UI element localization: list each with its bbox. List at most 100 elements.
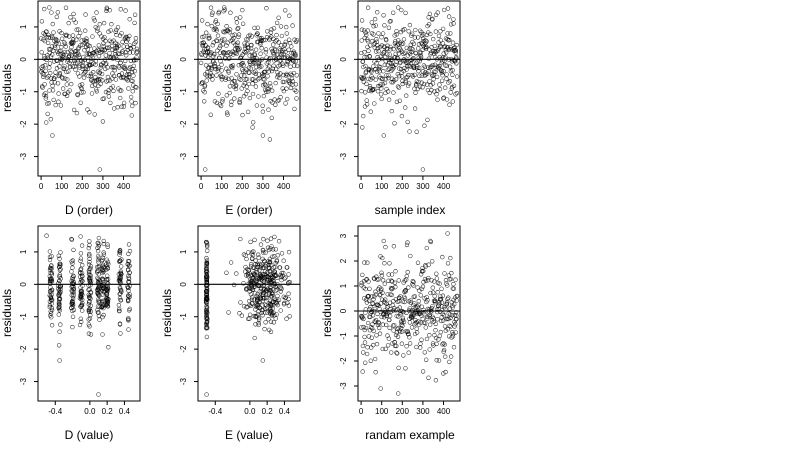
data-point [366, 279, 371, 284]
data-point [58, 289, 63, 294]
data-point [400, 41, 406, 46]
data-point [69, 237, 75, 242]
data-point [447, 37, 452, 43]
data-point [204, 30, 209, 35]
data-point [117, 321, 123, 326]
data-point [293, 52, 298, 57]
data-point [427, 47, 432, 52]
data-point [425, 298, 430, 303]
data-point [88, 309, 94, 314]
data-point [125, 44, 130, 50]
data-point [403, 10, 408, 16]
data-point [257, 63, 262, 68]
data-point [83, 69, 88, 74]
data-point [56, 99, 61, 104]
data-point [208, 5, 214, 10]
data-point [452, 319, 457, 325]
data-point [234, 20, 240, 25]
data-point [407, 129, 412, 134]
data-point [266, 107, 271, 112]
data-point [90, 56, 96, 61]
data-point [48, 276, 53, 282]
data-point [252, 272, 257, 277]
data-point [55, 10, 60, 15]
data-point [204, 319, 210, 324]
data-points [203, 234, 292, 397]
data-point [451, 345, 457, 350]
data-point [57, 278, 62, 283]
data-point [372, 306, 378, 312]
data-point [104, 257, 109, 262]
data-point [451, 83, 457, 88]
data-point [363, 90, 368, 95]
y-tick-label: -2 [339, 120, 348, 128]
data-point [284, 31, 289, 36]
data-point [366, 48, 371, 53]
data-point [95, 248, 101, 254]
data-point [118, 258, 123, 263]
data-point [387, 325, 392, 331]
data-point [59, 36, 65, 41]
data-point [271, 320, 276, 325]
data-point [264, 35, 270, 40]
data-point [87, 256, 92, 261]
data-point [57, 64, 62, 69]
data-point [385, 305, 390, 310]
data-point [252, 52, 258, 57]
x-tick-label: 100 [375, 407, 389, 416]
data-point [254, 103, 260, 108]
data-point [260, 103, 265, 108]
data-point [441, 347, 447, 353]
ylabel-d-order: residuals [0, 64, 14, 112]
data-point [70, 33, 76, 38]
data-point [423, 320, 428, 326]
data-point [87, 43, 93, 49]
data-point [430, 16, 435, 21]
data-point [444, 50, 449, 55]
data-point [419, 33, 425, 38]
data-point [227, 55, 232, 61]
data-point [104, 262, 109, 267]
data-point [275, 98, 280, 104]
data-point [428, 31, 433, 37]
data-point [65, 49, 70, 55]
data-point [406, 285, 411, 290]
data-point [371, 342, 376, 348]
data-point [132, 41, 137, 46]
data-point [283, 295, 288, 300]
data-point [105, 277, 111, 282]
y-tick-label: -2 [19, 120, 28, 128]
x-tick-label: 100 [55, 182, 69, 191]
x-tick-label: 0.2 [262, 407, 274, 416]
data-point [216, 91, 221, 96]
data-point [260, 358, 265, 363]
data-point [203, 53, 208, 58]
data-point [207, 35, 212, 41]
data-point [78, 274, 83, 280]
data-point [393, 51, 398, 57]
data-point [390, 64, 395, 69]
data-point [361, 324, 366, 330]
data-point [112, 65, 117, 70]
data-point [377, 69, 382, 74]
data-point [126, 242, 132, 247]
data-point [417, 84, 423, 89]
data-point [435, 317, 440, 322]
data-point [98, 76, 103, 82]
data-point [277, 265, 283, 270]
data-point [205, 248, 210, 253]
data-point [76, 45, 81, 50]
data-point [70, 302, 75, 307]
data-point [241, 304, 247, 309]
data-point [217, 102, 222, 107]
data-point [81, 90, 86, 95]
data-point [411, 64, 416, 69]
data-point [294, 63, 300, 69]
data-point [250, 287, 255, 292]
data-point [45, 111, 50, 117]
data-point [447, 306, 453, 311]
data-point [402, 278, 407, 283]
data-point [444, 281, 449, 286]
data-point [113, 77, 119, 82]
data-point [416, 68, 421, 74]
